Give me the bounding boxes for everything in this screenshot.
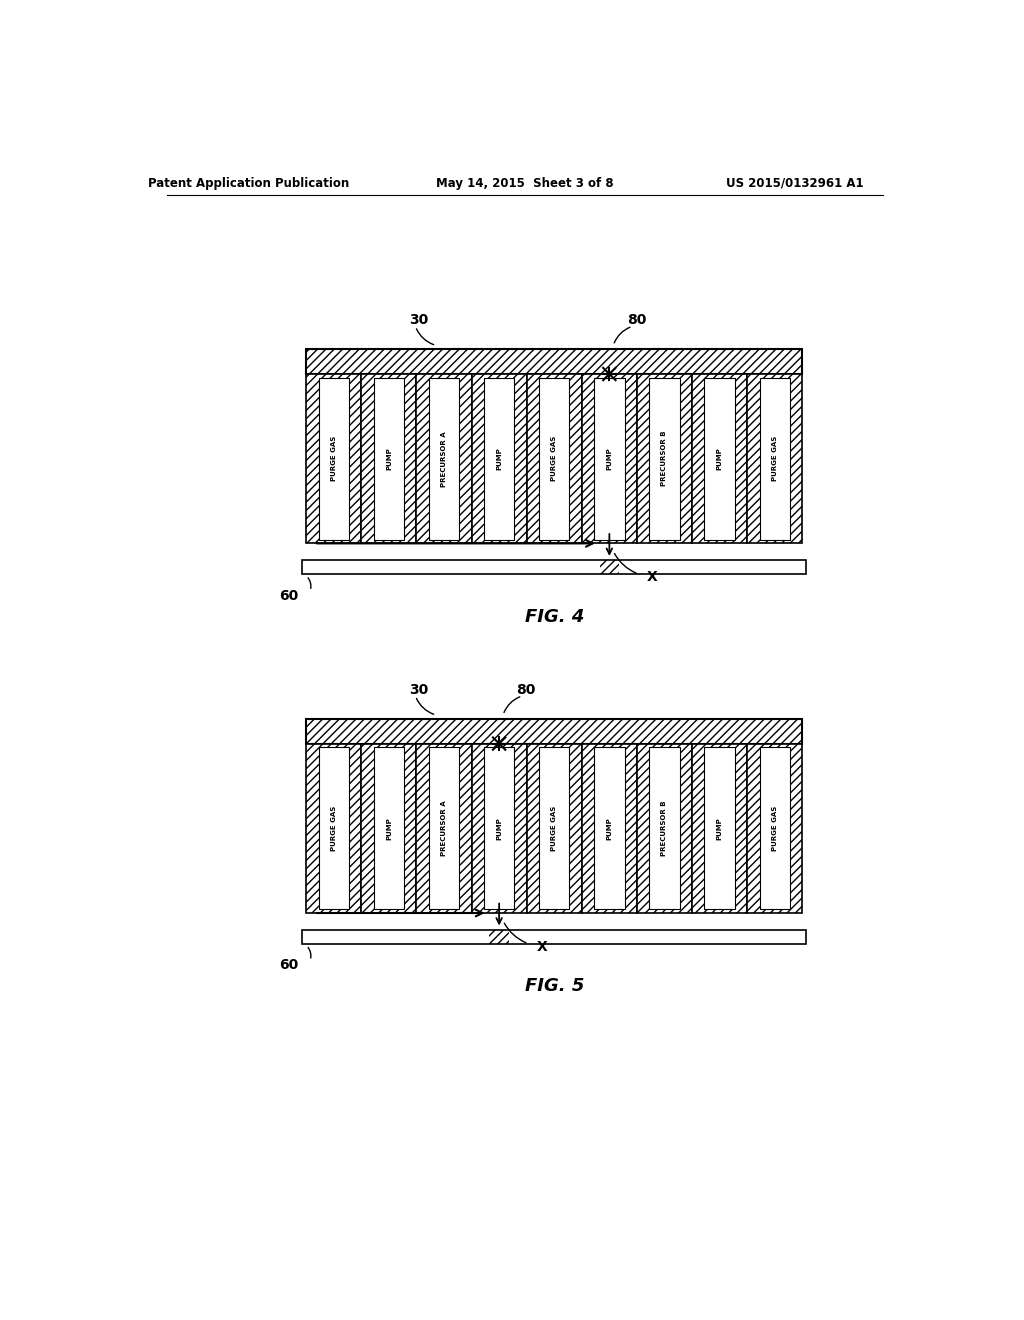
Text: FIG. 5: FIG. 5: [524, 977, 584, 995]
Bar: [302, 560, 806, 574]
Bar: [361, 374, 417, 544]
Bar: [472, 374, 526, 544]
Bar: [692, 743, 748, 913]
Text: PUMP: PUMP: [717, 447, 723, 470]
Bar: [526, 374, 582, 544]
Text: PURGE GAS: PURGE GAS: [331, 436, 337, 482]
Text: PUMP: PUMP: [606, 817, 612, 840]
Text: PURGE GAS: PURGE GAS: [551, 436, 557, 482]
Text: 80: 80: [516, 682, 536, 697]
Text: PRECURSOR B: PRECURSOR B: [662, 430, 668, 487]
Text: PUMP: PUMP: [497, 817, 502, 840]
Bar: [692, 374, 748, 544]
Text: PUMP: PUMP: [386, 447, 392, 470]
Bar: [417, 374, 472, 544]
Bar: [472, 743, 526, 913]
Bar: [705, 378, 735, 540]
Bar: [539, 747, 569, 909]
Text: PUMP: PUMP: [606, 447, 612, 470]
Text: 30: 30: [410, 313, 429, 327]
Text: FIG. 4: FIG. 4: [524, 607, 584, 626]
Text: PURGE GAS: PURGE GAS: [331, 805, 337, 851]
Bar: [417, 743, 472, 913]
Bar: [748, 374, 802, 544]
Bar: [649, 747, 680, 909]
Bar: [594, 747, 625, 909]
Bar: [637, 374, 692, 544]
Bar: [306, 374, 361, 544]
Text: US 2015/0132961 A1: US 2015/0132961 A1: [726, 177, 863, 190]
Bar: [318, 378, 349, 540]
Bar: [600, 560, 620, 574]
Text: PRECURSOR B: PRECURSOR B: [662, 800, 668, 857]
Bar: [594, 378, 625, 540]
Text: Patent Application Publication: Patent Application Publication: [147, 177, 349, 190]
Text: X: X: [646, 570, 657, 585]
Text: PURGE GAS: PURGE GAS: [772, 805, 777, 851]
Text: PURGE GAS: PURGE GAS: [772, 436, 777, 482]
Bar: [582, 743, 637, 913]
Bar: [306, 719, 802, 743]
Text: 30: 30: [410, 682, 429, 697]
Text: PUMP: PUMP: [717, 817, 723, 840]
Bar: [429, 378, 459, 540]
Bar: [649, 378, 680, 540]
Text: PRECURSOR A: PRECURSOR A: [441, 800, 447, 857]
Bar: [374, 747, 404, 909]
Bar: [306, 743, 361, 913]
Bar: [374, 378, 404, 540]
Bar: [539, 378, 569, 540]
Text: 60: 60: [280, 589, 299, 603]
Text: PURGE GAS: PURGE GAS: [551, 805, 557, 851]
Bar: [637, 743, 692, 913]
Bar: [429, 747, 459, 909]
Text: PUMP: PUMP: [497, 447, 502, 470]
Bar: [705, 747, 735, 909]
Bar: [361, 743, 417, 913]
Bar: [484, 378, 514, 540]
Bar: [489, 931, 509, 944]
Bar: [582, 374, 637, 544]
Bar: [306, 350, 802, 374]
Bar: [526, 743, 582, 913]
Bar: [760, 378, 790, 540]
Text: PUMP: PUMP: [386, 817, 392, 840]
Text: X: X: [537, 940, 547, 954]
Text: May 14, 2015  Sheet 3 of 8: May 14, 2015 Sheet 3 of 8: [436, 177, 613, 190]
Text: 80: 80: [627, 313, 646, 327]
Bar: [318, 747, 349, 909]
Bar: [484, 747, 514, 909]
Bar: [760, 747, 790, 909]
Bar: [302, 931, 806, 944]
Text: 60: 60: [280, 958, 299, 973]
Text: PRECURSOR A: PRECURSOR A: [441, 430, 447, 487]
Bar: [748, 743, 802, 913]
